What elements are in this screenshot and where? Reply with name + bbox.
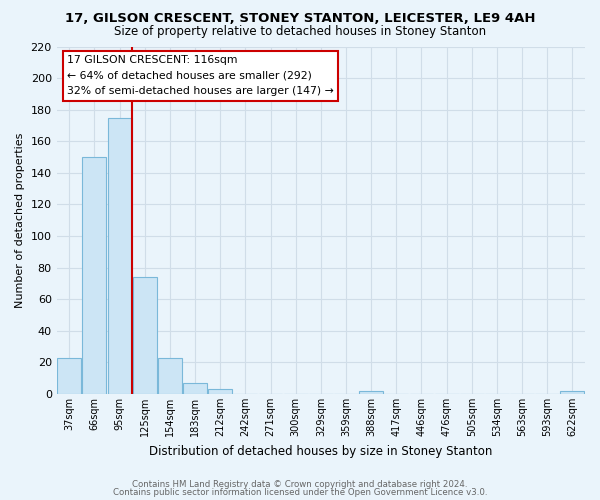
Bar (560, 391, 584, 394)
Bar (183, 383, 207, 394)
Bar (82, 157, 106, 394)
Bar (57, 358, 81, 394)
Bar (208, 390, 232, 394)
Bar (133, 277, 157, 394)
Bar (158, 358, 182, 394)
Text: 17 GILSON CRESCENT: 116sqm
← 64% of detached houses are smaller (292)
32% of sem: 17 GILSON CRESCENT: 116sqm ← 64% of deta… (67, 55, 334, 96)
Bar (359, 391, 383, 394)
Text: Contains HM Land Registry data © Crown copyright and database right 2024.: Contains HM Land Registry data © Crown c… (132, 480, 468, 489)
Text: Size of property relative to detached houses in Stoney Stanton: Size of property relative to detached ho… (114, 25, 486, 38)
Y-axis label: Number of detached properties: Number of detached properties (15, 132, 25, 308)
Text: 17, GILSON CRESCENT, STONEY STANTON, LEICESTER, LE9 4AH: 17, GILSON CRESCENT, STONEY STANTON, LEI… (65, 12, 535, 26)
X-axis label: Distribution of detached houses by size in Stoney Stanton: Distribution of detached houses by size … (149, 444, 493, 458)
Text: Contains public sector information licensed under the Open Government Licence v3: Contains public sector information licen… (113, 488, 487, 497)
Bar (107, 118, 131, 394)
